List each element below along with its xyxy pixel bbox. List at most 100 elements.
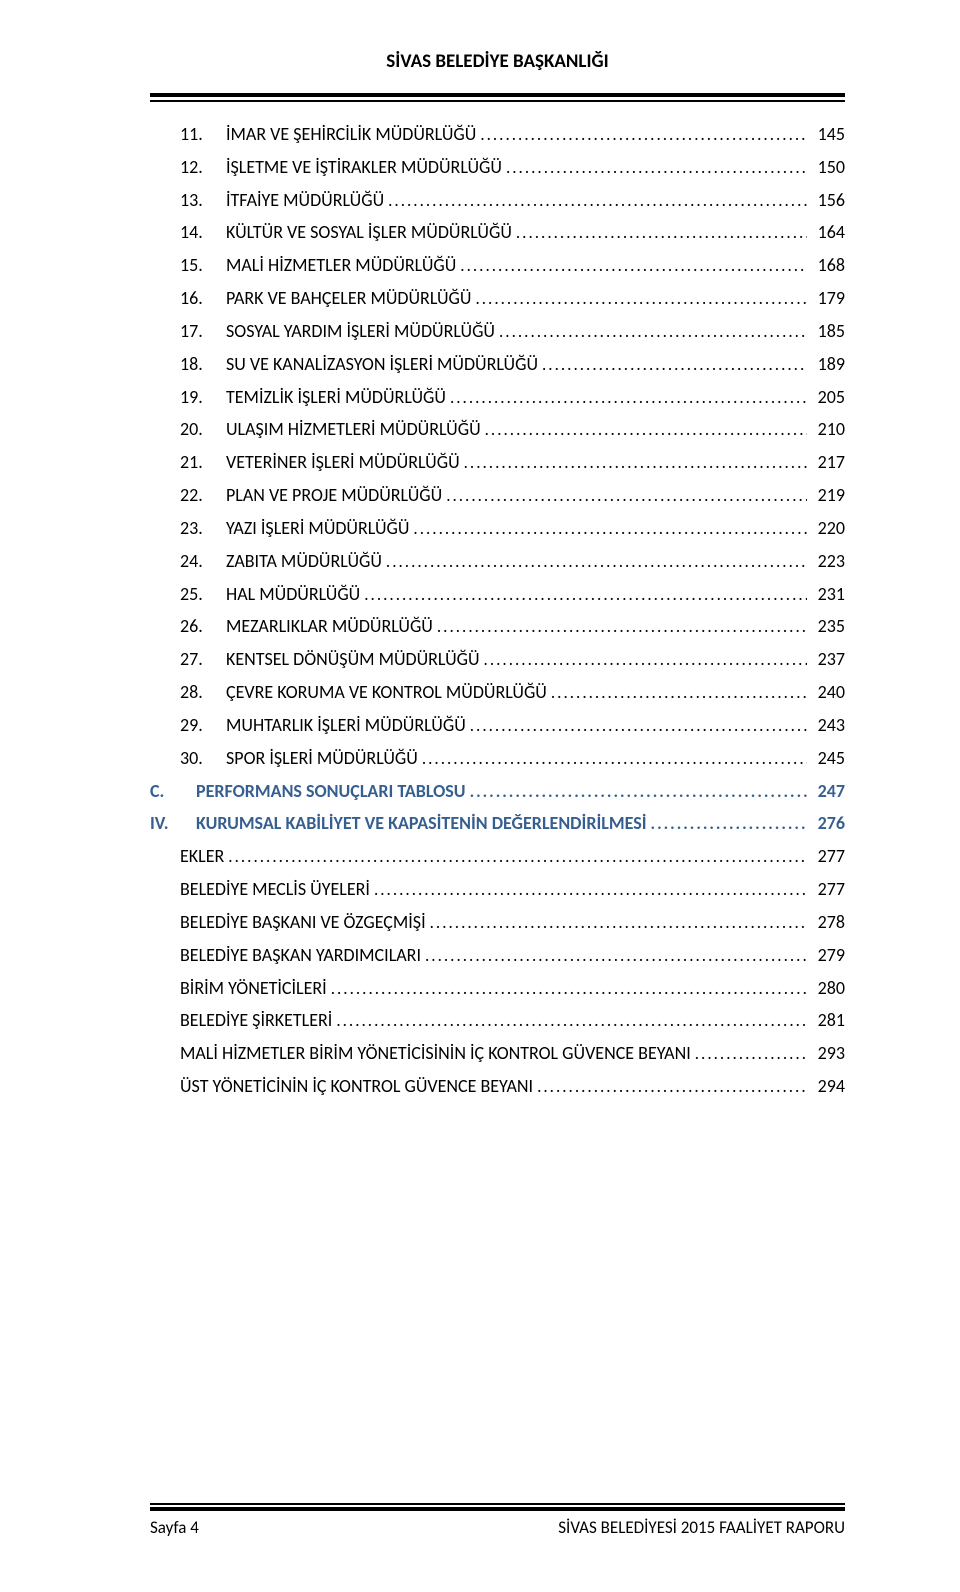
toc-leader-dots: ........................................…: [409, 517, 807, 542]
toc-title: ULAŞIM HİZMETLERİ MÜDÜRLÜĞÜ: [226, 416, 481, 442]
toc-number: 18.: [180, 351, 226, 377]
toc-page: 223: [807, 548, 845, 574]
toc-entry: 17.SOSYAL YARDIM İŞLERİ MÜDÜRLÜĞÜ.......…: [150, 318, 845, 345]
toc-title: BELEDİYE BAŞKANI VE ÖZGEÇMİŞİ: [180, 909, 426, 935]
toc-leader-dots: ........................................…: [442, 484, 807, 509]
toc-page: 179: [807, 285, 845, 311]
toc-entry: 27.KENTSEL DÖNÜŞÜM MÜDÜRLÜĞÜ............…: [150, 646, 845, 673]
toc-title: ÇEVRE KORUMA VE KONTROL MÜDÜRLÜĞÜ: [226, 679, 547, 705]
toc-leader-dots: ........................................…: [647, 812, 807, 837]
toc-number: 27.: [180, 646, 226, 672]
toc-page: 277: [807, 843, 845, 869]
toc-title: ÜST YÖNETİCİNİN İÇ KONTROL GÜVENCE BEYAN…: [180, 1073, 533, 1099]
toc-title: BELEDİYE ŞİRKETLERİ: [180, 1007, 332, 1033]
toc-page: 245: [807, 745, 845, 771]
toc-leader-dots: ........................................…: [466, 780, 807, 805]
toc-page: 217: [807, 449, 845, 475]
toc-page: 276: [807, 810, 845, 836]
toc-page: 278: [807, 909, 845, 935]
toc-leader-dots: ........................................…: [224, 845, 807, 870]
toc-entry: MALİ HİZMETLER BİRİM YÖNETİCİSİNİN İÇ KO…: [150, 1040, 845, 1067]
toc-entry: 16.PARK VE BAHÇELER MÜDÜRLÜĞÜ...........…: [150, 285, 845, 312]
toc-title: ZABITA MÜDÜRLÜĞÜ: [226, 548, 382, 574]
toc-title: PLAN VE PROJE MÜDÜRLÜĞÜ: [226, 482, 442, 508]
toc-entry: BİRİM YÖNETİCİLERİ......................…: [150, 975, 845, 1002]
toc-page: 277: [807, 876, 845, 902]
toc-number: 30.: [180, 745, 226, 771]
toc-entry: BELEDİYE BAŞKANI VE ÖZGEÇMİŞİ...........…: [150, 909, 845, 936]
footer-rule: [150, 1503, 845, 1513]
toc-entry: 11.İMAR VE ŞEHİRCİLİK MÜDÜRLÜĞÜ.........…: [150, 121, 845, 148]
toc-title: KURUMSAL KABİLİYET VE KAPASİTENİN DEĞERL…: [196, 810, 647, 836]
toc-number: 25.: [180, 581, 226, 607]
toc-number: 16.: [180, 285, 226, 311]
toc-title: İMAR VE ŞEHİRCİLİK MÜDÜRLÜĞÜ: [226, 121, 476, 147]
toc-title: YAZI İŞLERİ MÜDÜRLÜĞÜ: [226, 515, 409, 541]
toc-section-c: C. PERFORMANS SONUÇLARI TABLOSU ........…: [150, 778, 845, 805]
toc-title: SPOR İŞLERİ MÜDÜRLÜĞÜ: [226, 745, 418, 771]
footer-report-title: SİVAS BELEDİYESİ 2015 FAALİYET RAPORU: [558, 1517, 845, 1538]
toc-page: 219: [807, 482, 845, 508]
toc-leader-dots: ........................................…: [466, 714, 807, 739]
toc-title: İŞLETME VE İŞTİRAKLER MÜDÜRLÜĞÜ: [226, 154, 502, 180]
toc-title: SOSYAL YARDIM İŞLERİ MÜDÜRLÜĞÜ: [226, 318, 495, 344]
toc-leader-dots: ........................................…: [360, 583, 807, 608]
toc-entry: EKLER...................................…: [150, 843, 845, 870]
toc-page: 185: [807, 318, 845, 344]
toc-title: SU VE KANALİZASYON İŞLERİ MÜDÜRLÜĞÜ: [226, 351, 538, 377]
toc-title: TEMİZLİK İŞLERİ MÜDÜRLÜĞÜ: [226, 384, 446, 410]
toc-title: PERFORMANS SONUÇLARI TABLOSU: [196, 778, 466, 804]
toc-entry: 23.YAZI İŞLERİ MÜDÜRLÜĞÜ................…: [150, 515, 845, 542]
toc-leader-dots: ........................................…: [533, 1075, 807, 1100]
header-rule: [150, 93, 845, 103]
toc-page: 220: [807, 515, 845, 541]
toc-title: PARK VE BAHÇELER MÜDÜRLÜĞÜ: [226, 285, 471, 311]
toc-number: 29.: [180, 712, 226, 738]
toc-number: 13.: [180, 187, 226, 213]
toc-title: MALİ HİZMETLER MÜDÜRLÜĞÜ: [226, 252, 456, 278]
toc-number: 14.: [180, 219, 226, 245]
toc-entry: 30.SPOR İŞLERİ MÜDÜRLÜĞÜ................…: [150, 745, 845, 772]
toc-leader-dots: ........................................…: [446, 386, 807, 411]
toc-title: VETERİNER İŞLERİ MÜDÜRLÜĞÜ: [226, 449, 460, 475]
toc-title: MALİ HİZMETLER BİRİM YÖNETİCİSİNİN İÇ KO…: [180, 1040, 691, 1066]
toc-leader-dots: ........................................…: [421, 944, 807, 969]
toc-leader-dots: ........................................…: [418, 747, 807, 772]
toc-letter: C.: [150, 778, 196, 804]
toc-number: 19.: [180, 384, 226, 410]
toc-leader-dots: ........................................…: [476, 123, 807, 148]
toc-number: 26.: [180, 613, 226, 639]
footer-page-number: Sayfa 4: [150, 1517, 199, 1538]
toc-title: KENTSEL DÖNÜŞÜM MÜDÜRLÜĞÜ: [226, 646, 480, 672]
toc-page: 205: [807, 384, 845, 410]
toc-entry: BELEDİYE MECLİS ÜYELERİ.................…: [150, 876, 845, 903]
toc-page: 280: [807, 975, 845, 1001]
toc-entry: 26.MEZARLIKLAR MÜDÜRLÜĞÜ................…: [150, 613, 845, 640]
toc-leader-dots: ........................................…: [426, 911, 807, 936]
toc-entry: 15.MALİ HİZMETLER MÜDÜRLÜĞÜ.............…: [150, 252, 845, 279]
toc-title: HAL MÜDÜRLÜĞÜ: [226, 581, 360, 607]
toc-page: 237: [807, 646, 845, 672]
toc-leader-dots: ........................................…: [460, 451, 807, 476]
toc-leader-dots: ........................................…: [547, 681, 807, 706]
page-header-title: SİVAS BELEDİYE BAŞKANLIĞI: [150, 50, 845, 77]
toc-title: KÜLTÜR VE SOSYAL İŞLER MÜDÜRLÜĞÜ: [226, 219, 512, 245]
toc-entry: 28.ÇEVRE KORUMA VE KONTROL MÜDÜRLÜĞÜ....…: [150, 679, 845, 706]
toc-page: 189: [807, 351, 845, 377]
toc-entry: 19.TEMİZLİK İŞLERİ MÜDÜRLÜĞÜ............…: [150, 384, 845, 411]
toc-page: 145: [807, 121, 845, 147]
toc-page: 281: [807, 1007, 845, 1033]
page-footer: Sayfa 4 SİVAS BELEDİYESİ 2015 FAALİYET R…: [150, 1503, 845, 1538]
toc-page: 164: [807, 219, 845, 245]
table-of-contents: 11.İMAR VE ŞEHİRCİLİK MÜDÜRLÜĞÜ.........…: [150, 121, 845, 1100]
toc-title: MUHTARLIK İŞLERİ MÜDÜRLÜĞÜ: [226, 712, 466, 738]
toc-title: BELEDİYE MECLİS ÜYELERİ: [180, 876, 370, 902]
toc-page: 247: [807, 778, 845, 804]
toc-leader-dots: ........................................…: [538, 353, 807, 378]
toc-number: 20.: [180, 416, 226, 442]
toc-leader-dots: ........................................…: [691, 1042, 807, 1067]
toc-entry: 25.HAL MÜDÜRLÜĞÜ........................…: [150, 581, 845, 608]
toc-entry: BELEDİYE ŞİRKETLERİ.....................…: [150, 1007, 845, 1034]
toc-page: 243: [807, 712, 845, 738]
toc-letter: IV.: [150, 810, 196, 836]
